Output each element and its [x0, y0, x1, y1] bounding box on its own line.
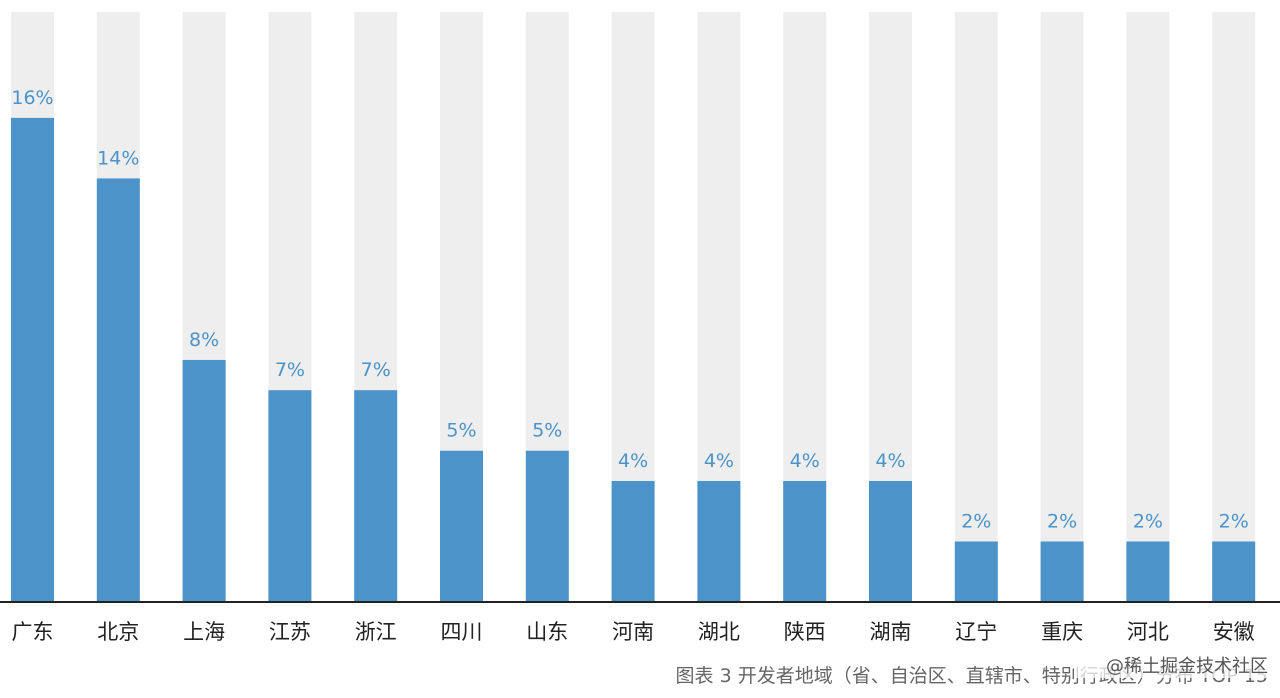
bar: [268, 390, 312, 602]
bar: [954, 541, 998, 602]
bar: [11, 117, 54, 603]
watermark-text: @稀土掘金技术社区: [1106, 656, 1268, 677]
bar-background: [1126, 12, 1170, 602]
value-label: 8%: [189, 329, 219, 351]
category-label: 湖北: [698, 620, 740, 644]
bar-background: [1040, 12, 1084, 602]
category-label: 河南: [612, 620, 654, 644]
category-label: 河北: [1127, 620, 1169, 644]
value-label: 2%: [1219, 510, 1249, 532]
value-label: 2%: [1133, 510, 1163, 532]
value-label: 5%: [532, 420, 562, 442]
category-label: 安徽: [1213, 620, 1255, 644]
category-label: 陕西: [784, 620, 826, 644]
bar: [182, 359, 226, 602]
value-label: 14%: [97, 147, 139, 169]
labels-layer: 16% 广东 14% 北京 8% 上海 7% 江苏 7% 浙江 5% 四川 5% 山东 4% 河南 4% 湖北 4%…: [11, 87, 1254, 644]
value-label: 4%: [790, 450, 820, 472]
category-label: 江苏: [269, 620, 311, 644]
value-label: 4%: [875, 450, 905, 472]
bar-background: [954, 12, 998, 602]
category-label: 广东: [12, 620, 54, 644]
bar: [1040, 541, 1084, 602]
bar: [697, 480, 741, 602]
value-label: 4%: [618, 450, 648, 472]
bar-background: [1212, 12, 1256, 602]
category-label: 湖南: [870, 620, 912, 644]
bar: [1126, 541, 1170, 602]
value-label: 2%: [961, 510, 991, 532]
bar: [354, 390, 398, 602]
category-label: 浙江: [355, 620, 397, 644]
bars-layer: [11, 12, 1256, 603]
category-label: 北京: [97, 620, 139, 644]
bar: [869, 480, 912, 602]
value-label: 4%: [704, 450, 734, 472]
value-label: 7%: [361, 359, 391, 381]
category-label: 上海: [183, 620, 225, 644]
value-label: 16%: [11, 87, 53, 109]
value-label: 7%: [275, 359, 305, 381]
category-label: 四川: [441, 620, 483, 644]
value-label: 5%: [446, 420, 476, 442]
value-label: 2%: [1047, 510, 1077, 532]
bar: [783, 480, 827, 602]
bar: [96, 178, 140, 602]
watermark-backdrop: [1075, 652, 1280, 678]
bar: [525, 450, 569, 602]
category-label: 辽宁: [955, 620, 997, 644]
category-label: 重庆: [1041, 620, 1083, 644]
bar: [611, 480, 655, 602]
category-label: 山东: [526, 620, 568, 644]
bar: [1212, 541, 1256, 602]
bar: [440, 450, 483, 602]
